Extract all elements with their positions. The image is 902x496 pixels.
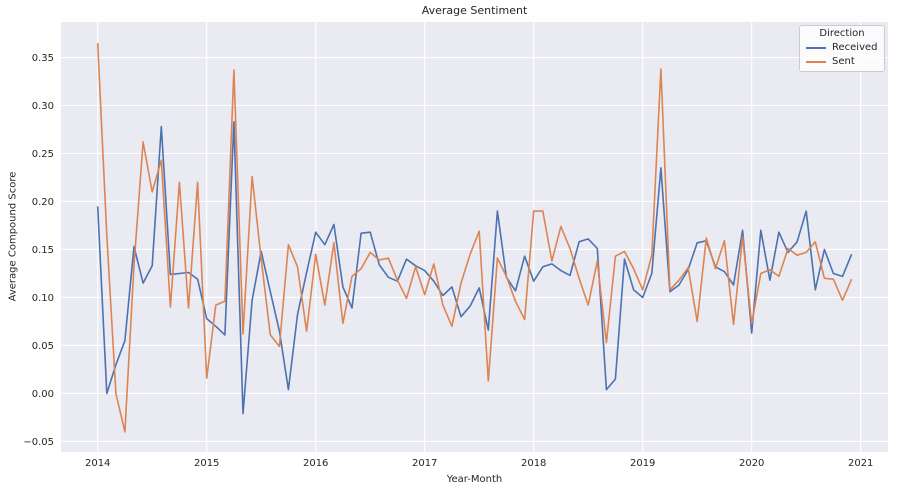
legend-title: Direction xyxy=(819,28,865,39)
chart-title: Average Sentiment xyxy=(421,4,528,17)
y-axis-label: Average Compound Score xyxy=(7,171,19,302)
x-tick-label: 2020 xyxy=(739,458,764,469)
x-tick-label: 2014 xyxy=(85,458,110,469)
x-tick-label: 2015 xyxy=(194,458,219,469)
y-tick-label: 0.30 xyxy=(32,101,54,112)
x-tick-label: 2017 xyxy=(412,458,437,469)
y-tick-label: 0.10 xyxy=(32,293,54,304)
legend: Direction Received Sent xyxy=(799,25,885,72)
axes-background xyxy=(61,22,888,452)
received-line-swatch-icon xyxy=(806,46,826,49)
x-tick-label: 2018 xyxy=(521,458,546,469)
y-tick-label: 0.05 xyxy=(32,341,54,352)
y-tick-label: 0.25 xyxy=(32,149,54,160)
line-received xyxy=(96,121,853,415)
y-tick-label: 0.15 xyxy=(32,245,54,256)
y-tick-label: 0.35 xyxy=(32,53,54,64)
legend-item-sent: Sent xyxy=(804,56,880,67)
y-tick-label: 0.00 xyxy=(32,389,54,400)
y-tick-label: 0.20 xyxy=(32,197,54,208)
line-sent xyxy=(96,43,853,433)
sent-line-swatch-icon xyxy=(806,60,826,63)
x-tick-label: 2016 xyxy=(303,458,328,469)
x-tick-label: 2019 xyxy=(630,458,655,469)
legend-item-received: Received xyxy=(804,42,880,53)
x-axis-label: Year-Month xyxy=(446,474,503,485)
legend-label-received: Received xyxy=(832,42,878,53)
x-tick-label: 2021 xyxy=(848,458,873,469)
y-tick-label: −0.05 xyxy=(23,437,54,448)
legend-label-sent: Sent xyxy=(832,56,855,67)
